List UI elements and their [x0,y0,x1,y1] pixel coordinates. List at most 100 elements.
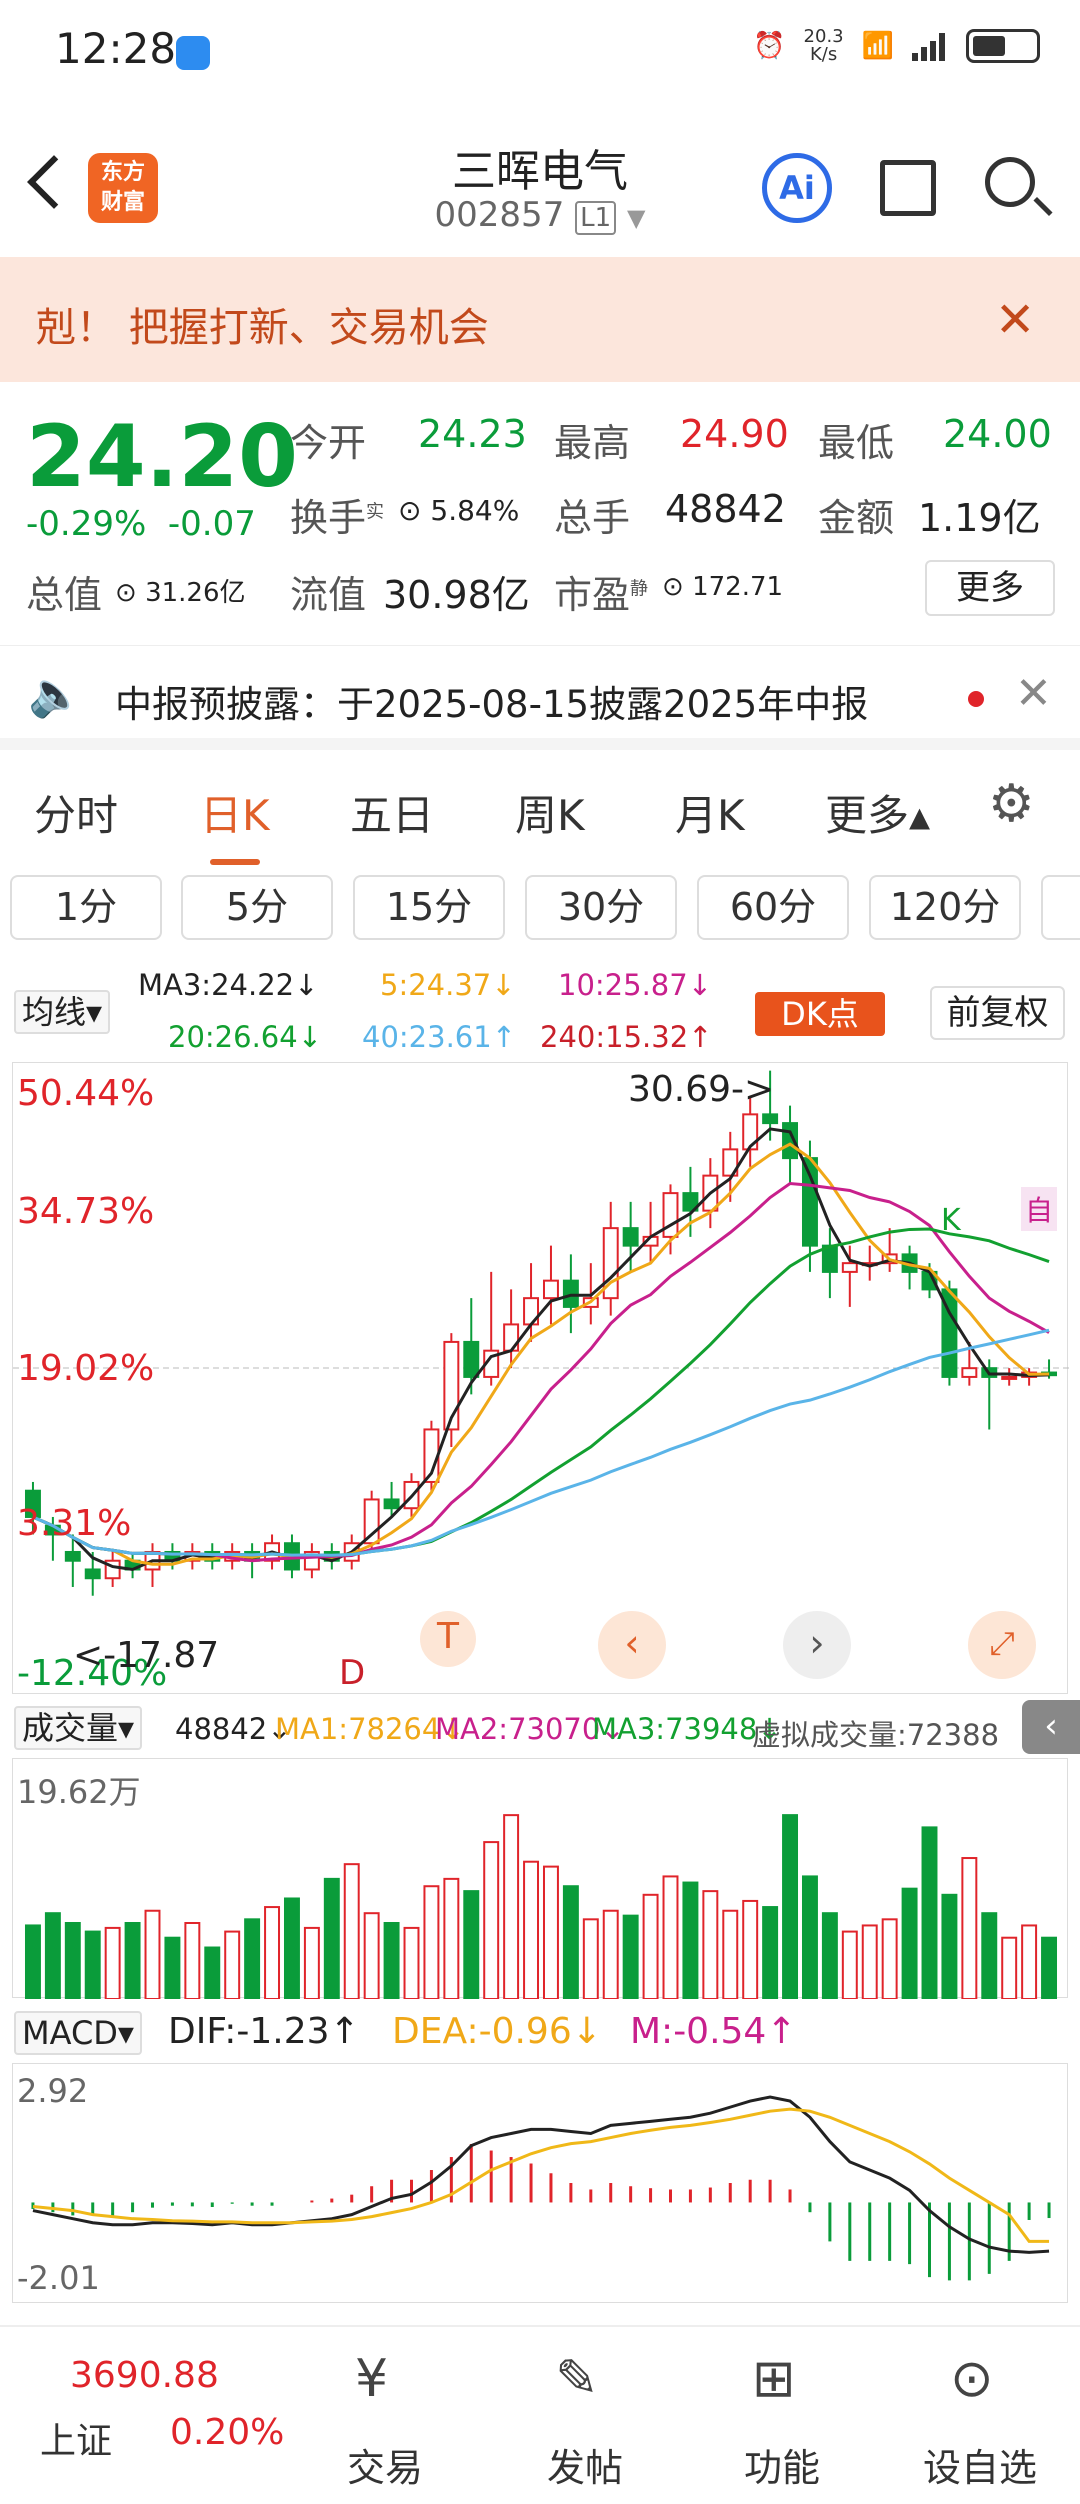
post-icon[interactable]: ✎ [555,2349,599,2409]
volume-bar [403,1926,420,2000]
volume-bar [184,1922,201,2000]
add-watchlist-button[interactable]: 设自选 [922,2446,1037,2490]
macd-chart[interactable]: 2.92 -2.01 [12,2063,1068,2303]
y-axis-label: 34.73% [17,1191,155,1232]
fullscreen-icon[interactable]: ⤢ [968,1611,1036,1679]
signal-icon [912,31,948,61]
ai-assistant-icon[interactable]: Ai [762,153,832,223]
function-button[interactable]: 功能 [743,2446,820,2490]
low-annotation: <-17.87 [73,1635,220,1676]
network-speed: 20.3 K/s [803,26,844,65]
amount-label: 金额 [818,496,895,540]
bottom-toolbar: 3690.88 上证 0.20% ¥ 交易 ✎ 发帖 ⊞ 功能 ⊙ 设自选 [0,2325,1080,2504]
volume-ma2: MA2:73070↓ [435,1712,625,1746]
close-icon[interactable]: ✕ [1015,668,1052,719]
period-30min[interactable]: 30分 [525,875,677,940]
float-cap-label: 流值 [290,573,367,617]
volume-selector[interactable]: 成交量▾ [14,1706,143,1750]
open-value: 24.23 [418,412,527,456]
period-1min[interactable]: 1分 [10,875,162,940]
volume-bar [1001,1936,1018,2000]
volume-chart[interactable]: 19.62万 [12,1758,1068,2001]
volume-bar [84,1930,101,2000]
k-marker: K [941,1203,961,1238]
index-name[interactable]: 上证 [40,2421,113,2462]
volume-svg [24,1814,1058,2001]
period-120min[interactable]: 120分 [869,875,1021,940]
index-change[interactable]: 0.20% [170,2412,285,2453]
close-icon[interactable]: ✕ [995,292,1036,348]
tab-daily-k[interactable]: 日K [200,782,270,865]
period-15min[interactable]: 15分 [353,875,505,940]
trade-icon[interactable]: ¥ [355,2349,389,2409]
index-value[interactable]: 3690.88 [70,2355,219,2396]
macd-legend: MACD▾ DIF:-1.23↑ DEA:-0.96↓ M:-0.54↑ [0,2005,1080,2060]
virtual-volume: 虚拟成交量:72388 [752,1718,1000,1752]
candle [443,1340,460,1431]
volume-bar [921,1826,938,2000]
eastmoney-logo[interactable]: 东方 财富 [88,153,158,223]
candle [682,1192,699,1212]
tab-monthly-k[interactable]: 月K [675,791,745,840]
turnover-label: 换手实 [290,496,385,540]
volume-label: 总手 [554,496,631,540]
candlestick-chart[interactable]: 50.44% 34.73% 19.02% 3.31% -12.40% 30.69… [12,1062,1069,1694]
ma10-value: 10:25.87↓ [558,968,712,1002]
collapse-panel-button[interactable]: ‹ [1022,1700,1080,1754]
share-icon[interactable] [880,160,936,216]
function-icon[interactable]: ⊞ [752,2349,796,2409]
volume-bar [463,1890,480,2000]
next-arrow-button[interactable]: › [783,1611,851,1679]
volume-bar [204,1946,221,2000]
post-button[interactable]: 发帖 [546,2446,623,2490]
tab-five-day[interactable]: 五日 [350,791,435,840]
candle [363,1498,380,1545]
volume-bar [323,1877,340,2000]
add-watchlist-icon[interactable]: ⊙ [950,2349,994,2409]
chart-tabs: 分时 日K 五日 周K 月K 更多▴ ⚙ [0,762,1080,865]
macd-selector[interactable]: MACD▾ [14,2011,142,2055]
stock-code[interactable]: 002857 L1 ▼ [434,195,646,235]
period-60min[interactable]: 60分 [697,875,849,940]
period-5min[interactable]: 5分 [181,875,333,940]
volume-bar [961,1857,978,2000]
volume-bar [283,1897,300,2000]
stock-header: 东方 财富 三晖电气 002857 L1 ▼ Ai [0,105,1080,255]
gear-icon[interactable]: ⚙ [988,774,1035,834]
search-icon[interactable] [985,157,1035,207]
promo-banner-text: 剋！ 把握打新、交易机会 [36,305,489,351]
volume-ma1: MA1:78264↓ [275,1712,465,1746]
ma-legend: 均线▾ MA3:24.22↓ 5:24.37↓ 10:25.87↓ 20:26.… [0,960,1080,1070]
volume-bar [742,1899,759,2000]
dk-point-button[interactable]: DK点 [755,992,885,1036]
volume-bar [523,1860,540,2001]
promo-banner[interactable]: 剋！ 把握打新、交易机会 ✕ [0,257,1080,382]
candle [64,1550,81,1562]
volume-bar [841,1930,858,2000]
volume-bar [861,1924,878,2000]
volume-bar [224,1930,241,2000]
ma40-line [32,1328,1050,1557]
tab-intraday[interactable]: 分时 [34,791,119,840]
more-button[interactable]: 更多 [925,560,1055,616]
report-notice[interactable]: 🔈 中报预披露：于2025-08-15披露2025年中报 ✕ [0,645,1080,750]
trade-button[interactable]: 交易 [346,2446,423,2490]
volume-bar [981,1912,998,2000]
volume-bar [881,1918,898,2001]
period-more[interactable] [1041,875,1080,940]
wifi-icon: 📶 [861,31,894,61]
macd-dif: DIF:-1.23↑ [168,2011,360,2052]
candle [662,1192,679,1238]
volume-bar [503,1814,520,2001]
tab-more[interactable]: 更多▴ [825,791,931,840]
speaker-icon: 🔈 [28,669,83,720]
ma-selector[interactable]: 均线▾ [14,990,111,1034]
ma3-line [32,1127,1050,1572]
volume-bar [782,1814,799,2001]
prev-arrow-button[interactable]: ‹ [598,1611,666,1679]
dea-line [32,2107,1050,2243]
tab-weekly-k[interactable]: 周K [515,791,585,840]
adjust-mode-button[interactable]: 前复权 [930,986,1065,1040]
candle [722,1148,739,1177]
ma5-value: 5:24.37↓ [380,968,516,1002]
